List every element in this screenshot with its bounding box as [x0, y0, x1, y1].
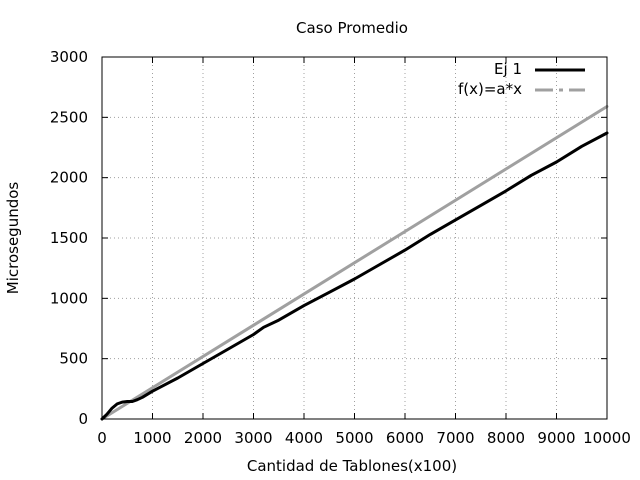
y-axis-title: Microsegundos	[4, 182, 22, 295]
y-tick-label: 500	[59, 350, 88, 368]
y-tick-label: 1500	[50, 229, 88, 247]
x-tick-label: 5000	[335, 429, 373, 447]
x-tick-label: 0	[97, 429, 107, 447]
y-tick-label: 0	[78, 410, 88, 428]
x-tick-label: 1000	[133, 429, 171, 447]
legend: Ej 1 f(x)=a*x	[458, 60, 585, 98]
x-tick-label: 10000	[583, 429, 631, 447]
legend-label-ej1: Ej 1	[494, 60, 522, 78]
x-tick-labels: 0 1000 2000 3000 4000 5000 6000 7000 8000 9000 100…	[97, 429, 631, 447]
y-tick-label: 1000	[50, 289, 88, 307]
x-tick-label: 6000	[386, 429, 424, 447]
y-tick-label: 2500	[50, 108, 88, 126]
grid	[102, 57, 607, 419]
y-tick-label: 2000	[50, 169, 88, 187]
x-axis-title: Cantidad de Tablones(x100)	[247, 457, 457, 475]
x-tick-label: 3000	[234, 429, 272, 447]
y-tick-labels: 0 500 1000 1500 2000 2500 3000	[50, 48, 88, 428]
x-tick-label: 9000	[537, 429, 575, 447]
x-tick-label: 2000	[184, 429, 222, 447]
chart-title: Caso Promedio	[296, 19, 408, 37]
series-line-1	[100, 105, 609, 421]
series-line-0	[100, 131, 609, 421]
series-layer	[100, 105, 609, 421]
x-tick-label: 4000	[285, 429, 323, 447]
y-tick-label: 3000	[50, 48, 88, 66]
x-tick-label: 7000	[436, 429, 474, 447]
ticks	[101, 56, 608, 420]
legend-label-fx: f(x)=a*x	[458, 80, 522, 98]
x-tick-label: 8000	[487, 429, 525, 447]
